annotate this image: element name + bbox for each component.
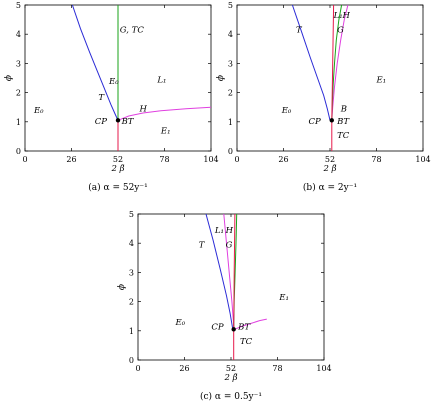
region-label: CP [95,117,108,127]
region-label: G, TC [120,26,145,36]
y-tick-label: 2 [129,298,134,307]
x-tick-label: 104 [415,155,430,164]
region-label: T [98,93,105,103]
y-axis-label: ϕ [216,75,226,81]
region-label: T [199,241,206,251]
panel-caption: (a) α = 52y⁻¹ [88,182,147,193]
panel-caption: (b) α = 2y⁻¹ [303,182,357,193]
x-axis-label: 2 β̃ [110,163,124,174]
region-label: H [138,105,147,115]
x-tick-label: 26 [66,155,76,164]
y-tick-label: 2 [16,89,21,98]
bifurcation-point [231,327,236,332]
y-tick-label: 4 [228,30,233,39]
region-label: BT [121,117,135,127]
series-line [331,4,335,151]
y-tick-label: 0 [228,147,233,156]
y-axis-label: ϕ [117,284,127,290]
y-tick-label: 5 [129,210,134,219]
series-line [291,4,331,121]
region-label: BT [336,117,350,127]
y-tick-label: 4 [16,30,21,39]
x-tick-label: 78 [272,364,282,373]
x-tick-label: 104 [316,364,331,373]
y-tick-label: 3 [16,59,21,68]
region-label: H [342,11,351,21]
y-tick-label: 0 [129,356,134,365]
region-label: G [226,241,233,251]
region-label: E₀ [33,106,44,116]
region-label: E₁ [376,75,387,85]
x-tick-label: 26 [278,155,288,164]
x-axis-label: 2 β̃ [322,163,336,174]
y-tick-label: 2 [228,89,233,98]
y-tick-label: 4 [129,239,134,248]
y-axis-label: ϕ [4,75,14,81]
region-label: B [340,105,347,115]
x-tick-label: 0 [22,155,27,164]
region-label: L₁ [156,75,166,85]
series-line [117,106,212,121]
x-tick-label: 78 [159,155,169,164]
x-axis-label: 2 β̃ [223,372,237,383]
region-label: BT [237,322,251,332]
region-label: TC [240,337,253,347]
region-label: H [225,226,234,236]
y-tick-label: 3 [129,268,134,277]
region-label: CP [309,117,322,127]
y-tick-label: 1 [16,118,21,127]
x-tick-label: 104 [203,155,218,164]
y-tick-label: 3 [228,59,233,68]
region-label: T [296,26,303,36]
x-tick-label: 52 [226,364,236,373]
region-label: L₁ [214,226,224,236]
region-label: E₁ [278,293,289,303]
panel-b: 0 26 52 78 104 0 1 2 3 4 5 L₁ H T G E₁ E₀ B CP BT TC 2 β̃ ϕ (b)… [216,1,431,193]
region-label: E₀ [108,77,119,87]
region-label: G [337,26,344,36]
y-tick-label: 5 [228,1,233,10]
series-line [234,318,267,330]
x-tick-label: 78 [371,155,381,164]
region-label: CP [211,322,224,332]
region-label: E₁ [160,126,171,136]
y-tick-label: 1 [129,327,134,336]
x-tick-label: 0 [234,155,239,164]
x-tick-label: 26 [179,364,189,373]
x-tick-label: 52 [325,155,335,164]
region-label: L₁ [333,11,343,21]
plot-frame [236,4,424,152]
x-tick-label: 0 [135,364,140,373]
series-line [71,4,119,121]
y-tick-label: 5 [16,1,21,10]
y-tick-label: 0 [16,147,21,156]
bifurcation-point [115,118,121,123]
region-label: TC [337,131,350,141]
bifurcation-point [329,118,334,123]
y-tick-label: 1 [228,118,233,127]
series-line [233,213,236,360]
panel-caption: (c) α = 0.5y⁻¹ [200,391,262,402]
region-label: E₀ [281,106,292,116]
series-line [205,213,234,330]
region-label: E₀ [175,318,186,328]
panel-c: 0 26 52 78 104 0 1 2 3 4 5 L₁ H T G E₁ E₀ CP BT TC 2 β̃ ϕ (c) … [117,210,332,402]
x-tick-label: 52 [113,155,123,164]
